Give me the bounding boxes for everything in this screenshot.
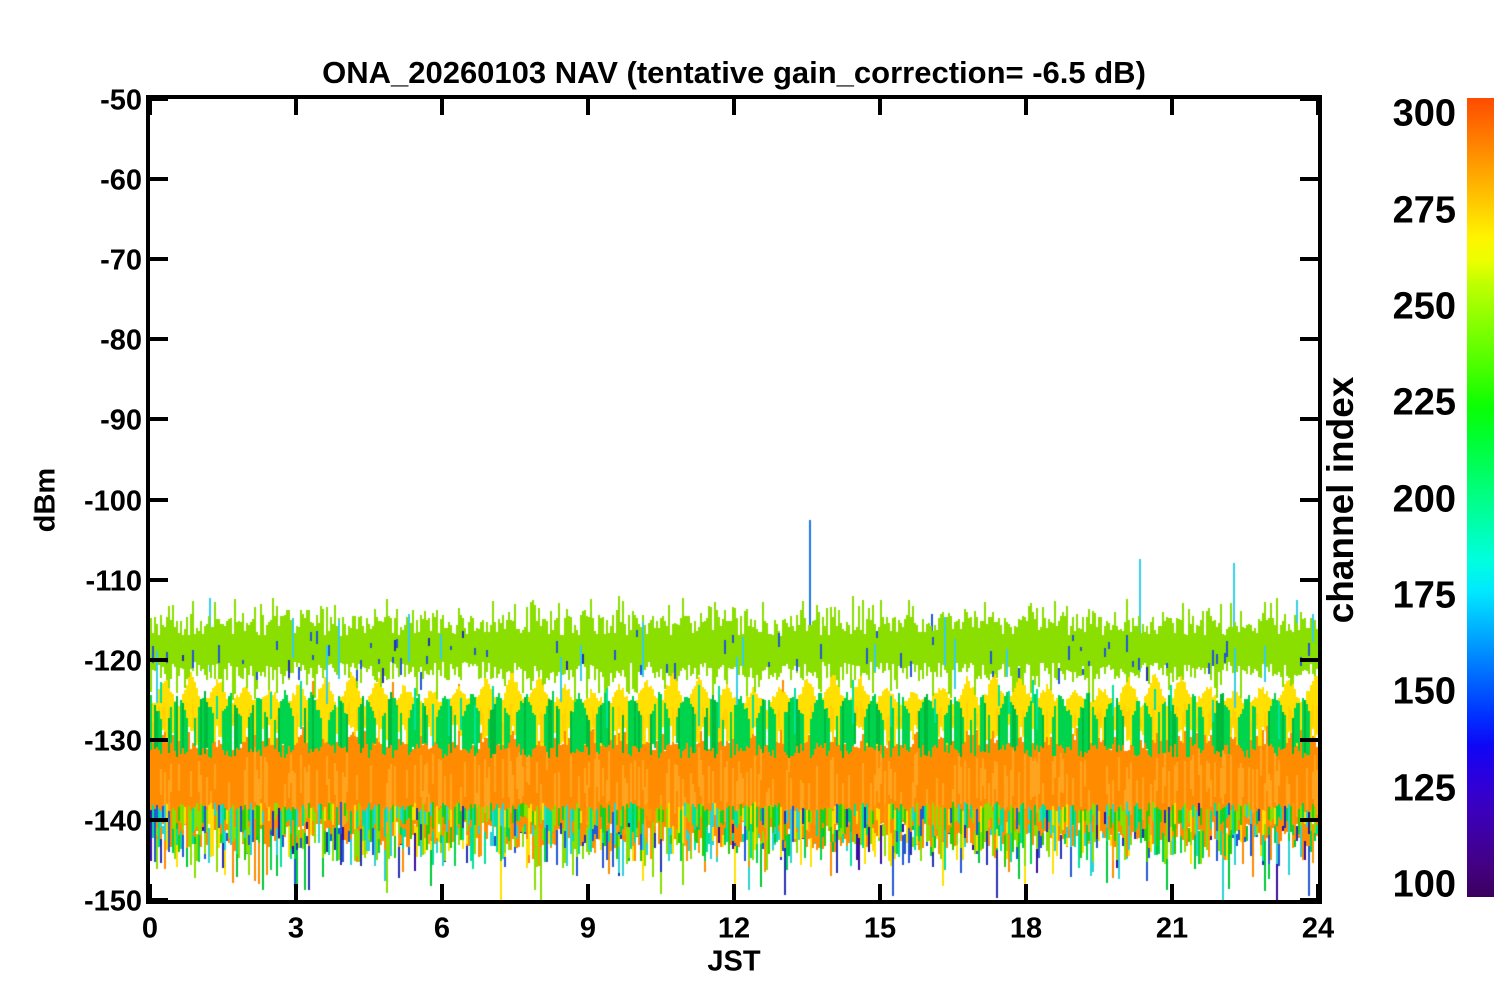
- plot-area-canvas: [150, 99, 1318, 900]
- y-axis-tick-right: [1300, 578, 1318, 582]
- y-axis-tick: [150, 177, 168, 181]
- x-tick-label: 9: [579, 912, 597, 945]
- colorbar-tick-label: 125: [1392, 767, 1456, 810]
- colorbar-tick-label: 100: [1392, 863, 1456, 906]
- x-axis-tick-top: [1170, 99, 1174, 115]
- x-axis-tick: [294, 884, 298, 900]
- x-tick-label: 12: [717, 912, 751, 945]
- y-tick-label: -90: [100, 404, 142, 437]
- plot-frame: [146, 95, 1322, 904]
- y-axis-tick-right: [1300, 257, 1318, 261]
- colorbar-title: channel index: [1320, 376, 1361, 624]
- x-axis-tick: [732, 884, 736, 900]
- x-axis-title: JST: [707, 945, 761, 978]
- y-tick-label: -70: [100, 244, 142, 277]
- plot-title: ONA_20260103 NAV (tentative gain_correct…: [322, 55, 1146, 90]
- x-axis-tick-top: [294, 99, 298, 115]
- colorbar-gradient: [1467, 98, 1494, 897]
- y-axis-tick: [150, 498, 168, 502]
- y-axis-tick: [150, 898, 168, 902]
- x-axis-tick-top: [148, 99, 152, 115]
- x-tick-label: 18: [1009, 912, 1043, 945]
- x-axis-tick-top: [1024, 99, 1028, 115]
- y-axis-tick-right: [1300, 417, 1318, 421]
- y-axis-tick: [150, 818, 168, 822]
- y-tick-label: -120: [83, 645, 142, 678]
- y-tick-label: -50: [100, 84, 142, 117]
- y-axis-tick-right: [1300, 818, 1318, 822]
- x-axis-tick: [1170, 884, 1174, 900]
- y-axis-tick-right: [1300, 738, 1318, 742]
- colorbar-tick-label: 175: [1392, 574, 1456, 617]
- y-tick-label: -140: [83, 805, 142, 838]
- colorbar-tick-label: 150: [1392, 670, 1456, 713]
- colorbar-tick-label: 300: [1392, 92, 1456, 135]
- y-axis-tick: [150, 257, 168, 261]
- x-axis-tick: [1316, 884, 1320, 900]
- x-tick-label: 3: [287, 912, 305, 945]
- x-axis-tick: [586, 884, 590, 900]
- y-axis-tick-right: [1300, 658, 1318, 662]
- x-axis-tick: [440, 884, 444, 900]
- y-tick-label: -110: [85, 565, 142, 598]
- x-tick-label: 24: [1301, 912, 1335, 945]
- x-axis-tick: [878, 884, 882, 900]
- y-axis-tick: [150, 337, 168, 341]
- y-axis-tick: [150, 738, 168, 742]
- y-axis-tick: [150, 97, 168, 101]
- y-axis-tick: [150, 417, 168, 421]
- colorbar-tick-label: 200: [1392, 478, 1456, 521]
- y-tick-label: -100: [83, 485, 142, 517]
- x-tick-label: 15: [863, 912, 897, 945]
- colorbar-tick-label: 250: [1392, 285, 1456, 328]
- y-axis-tick-right: [1300, 177, 1318, 181]
- y-axis-tick-right: [1300, 97, 1318, 101]
- x-axis-tick: [148, 884, 152, 900]
- x-tick-label: 21: [1155, 912, 1189, 945]
- y-axis-tick-right: [1300, 498, 1318, 502]
- colorbar-tick-label: 275: [1392, 189, 1456, 232]
- y-axis-tick-right: [1300, 898, 1318, 902]
- x-tick-label: 0: [141, 912, 159, 945]
- y-axis-tick: [150, 578, 168, 582]
- y-axis-tick: [150, 658, 168, 662]
- x-axis-tick-top: [878, 99, 882, 115]
- x-tick-label: 6: [433, 912, 451, 945]
- x-axis-tick-top: [732, 99, 736, 115]
- x-axis-tick: [1024, 884, 1028, 900]
- x-axis-tick-top: [440, 99, 444, 115]
- y-axis-title: dBm: [29, 467, 62, 533]
- colorbar-tick-label: 225: [1392, 381, 1456, 424]
- y-tick-label: -60: [100, 164, 142, 197]
- y-tick-label: -130: [83, 725, 142, 758]
- x-axis-tick-top: [586, 99, 590, 115]
- y-tick-label: -80: [100, 324, 142, 357]
- x-axis-tick-top: [1316, 99, 1320, 115]
- y-tick-label: -150: [83, 885, 142, 918]
- y-axis-tick-right: [1300, 337, 1318, 341]
